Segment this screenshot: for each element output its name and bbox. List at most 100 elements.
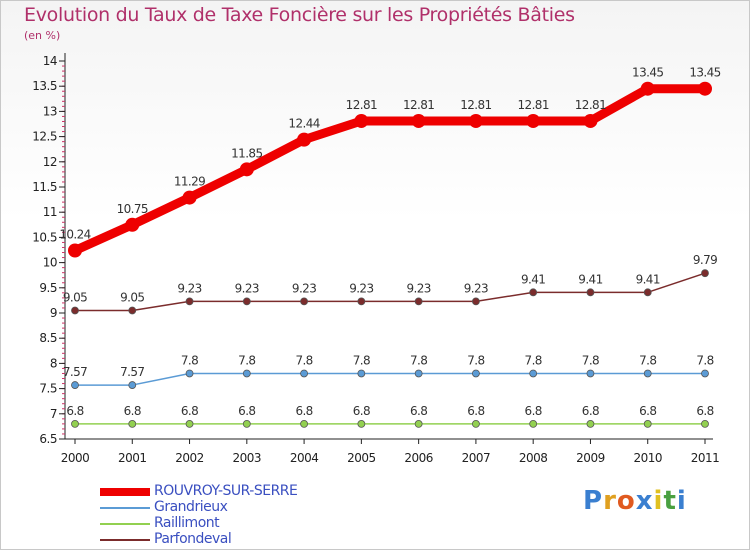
data-point <box>472 369 480 378</box>
data-label: 6.8 <box>525 404 542 418</box>
data-point <box>185 419 194 428</box>
data-point <box>468 113 483 128</box>
y-tick-label: 10 <box>43 256 57 270</box>
series-line <box>74 372 706 386</box>
data-point <box>701 269 709 278</box>
data-point <box>643 369 652 378</box>
data-point <box>357 369 366 378</box>
data-label: 10.75 <box>117 202 148 216</box>
data-point <box>185 297 194 306</box>
data-point <box>529 419 538 428</box>
legend-label: ROUVROY-SUR-SERRE <box>154 483 298 499</box>
data-point <box>357 297 366 306</box>
proxiti-logo: Proxiti <box>583 486 687 516</box>
data-point <box>414 297 423 306</box>
data-label: 11.85 <box>231 146 262 160</box>
data-label: 9.41 <box>636 272 660 286</box>
data-point <box>586 288 595 297</box>
data-label: 9.05 <box>120 290 144 304</box>
data-point <box>242 419 251 428</box>
data-point <box>643 419 652 428</box>
x-tick-label: 2002 <box>175 451 204 465</box>
data-label: 6.8 <box>696 404 713 418</box>
data-point <box>300 369 308 378</box>
data-point <box>128 381 137 389</box>
data-label: 7.8 <box>238 353 255 367</box>
data-point <box>185 369 194 378</box>
data-point <box>357 419 366 428</box>
data-label: 7.57 <box>120 365 144 379</box>
data-point <box>71 381 79 389</box>
data-label: 9.23 <box>406 281 430 295</box>
series-raillimont <box>71 419 709 428</box>
legend-label: Grandrieux <box>154 499 228 515</box>
chart-title: Evolution du Taux de Taxe Foncière sur l… <box>24 4 575 26</box>
data-point <box>586 369 595 378</box>
data-point <box>640 81 655 96</box>
y-tick-label: 9.5 <box>39 281 57 295</box>
x-tick-label: 2006 <box>404 451 433 465</box>
data-label: 9.23 <box>464 281 488 295</box>
legend-swatch <box>100 507 150 509</box>
x-tick-label: 2000 <box>61 451 90 465</box>
legend-label: Parfondeval <box>154 531 232 547</box>
data-point <box>128 419 137 428</box>
data-label: 7.8 <box>696 353 713 367</box>
data-label: 9.05 <box>63 290 87 304</box>
y-tick-label: 11 <box>43 205 57 219</box>
data-point <box>698 81 712 96</box>
data-point <box>354 113 369 128</box>
data-label: 6.8 <box>124 404 141 418</box>
data-label: 10.24 <box>59 228 90 242</box>
data-point <box>297 132 312 147</box>
data-label: 9.41 <box>578 272 602 286</box>
x-tick-label: 2011 <box>691 451 720 465</box>
data-point <box>414 419 423 428</box>
y-tick-label: 12.5 <box>32 130 57 144</box>
y-tick-label: 7 <box>50 407 57 421</box>
x-tick-label: 2005 <box>347 451 376 465</box>
data-label: 6.8 <box>353 404 370 418</box>
y-tick-label: 12 <box>43 155 57 169</box>
data-point <box>411 113 426 128</box>
data-label: 13.45 <box>689 66 720 80</box>
data-label: 6.8 <box>582 404 599 418</box>
data-label: 7.8 <box>525 353 542 367</box>
data-label: 7.8 <box>181 353 198 367</box>
legend-swatch <box>100 488 150 496</box>
data-label: 6.8 <box>181 404 198 418</box>
data-label: 6.8 <box>467 404 484 418</box>
data-label: 9.23 <box>292 281 316 295</box>
data-label: 6.8 <box>639 404 656 418</box>
data-point <box>68 243 82 258</box>
data-label: 7.8 <box>410 353 427 367</box>
data-point <box>239 162 254 177</box>
y-tick-label: 13.5 <box>32 79 57 93</box>
data-point <box>128 306 137 315</box>
legend: ROUVROY-SUR-SERRE Grandrieux Raillimont Par… <box>100 483 360 548</box>
data-point <box>182 190 197 205</box>
data-label: 9.23 <box>177 281 201 295</box>
data-label: 12.81 <box>575 98 606 112</box>
x-tick-label: 2003 <box>233 451 262 465</box>
data-labels: 7.57 7.57 7.8 7.8 7.8 7.8 7.8 7.8 7.8 7.8 7.8 7.8 6.… <box>59 66 721 418</box>
legend-item: Raillimont <box>100 515 360 532</box>
data-label: 7.8 <box>639 353 656 367</box>
series-grandrieux <box>71 369 709 389</box>
y-tick-label: 6.5 <box>39 432 57 446</box>
data-point <box>526 113 541 128</box>
data-label: 12.81 <box>460 98 491 112</box>
series-rouvroy-sur-serre <box>68 81 712 258</box>
data-label: 13.45 <box>632 66 663 80</box>
y-tick-label: 7.5 <box>39 382 57 396</box>
data-point <box>242 369 251 378</box>
data-point <box>414 369 423 378</box>
data-point <box>701 419 709 428</box>
data-point <box>472 297 480 306</box>
y-tick-label: 8 <box>50 356 57 370</box>
data-label: 9.41 <box>521 272 545 286</box>
data-label: 9.23 <box>349 281 373 295</box>
data-label: 11.29 <box>174 175 205 189</box>
axes: 6.5 7 7.5 8 8.5 9 9.5 10 10.5 11 11.5 12 12.5 13 13.5 1… <box>32 53 720 465</box>
data-label: 6.8 <box>410 404 427 418</box>
